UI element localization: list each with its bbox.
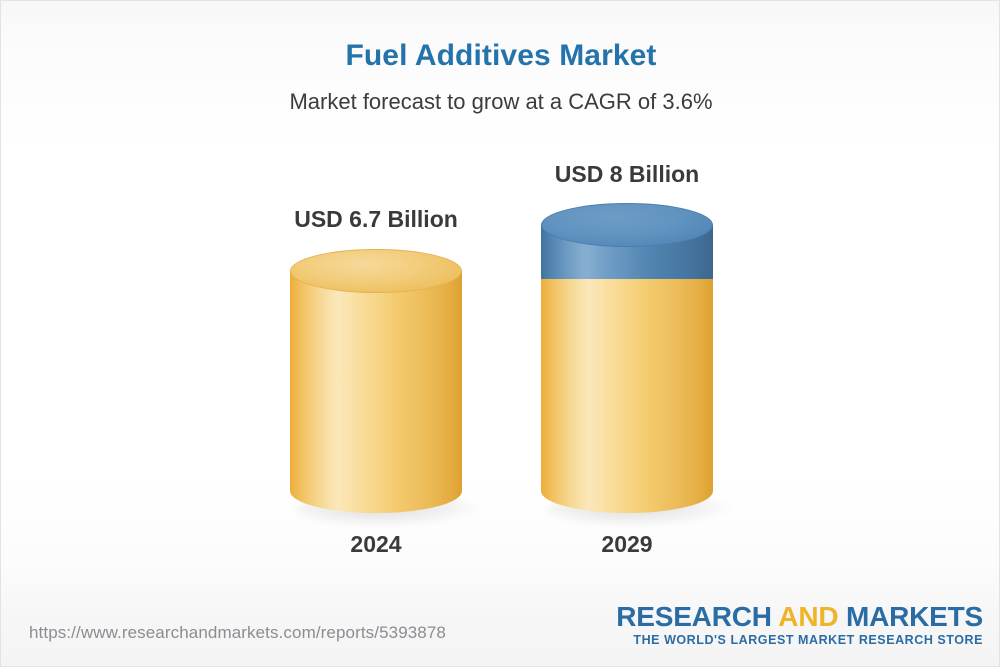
page-title: Fuel Additives Market: [345, 39, 657, 72]
page-subtitle: Market forecast to grow at a CAGR of 3.6…: [289, 89, 713, 114]
research-and-markets-logo[interactable]: RESEARCH AND MARKETS THE WORLD'S LARGEST…: [616, 602, 983, 648]
cylinder-top-cap-2024: [290, 249, 462, 293]
category-label-2024: 2024: [350, 531, 402, 557]
logo-word-markets: MARKETS: [838, 601, 983, 632]
logo-word-and: AND: [771, 601, 839, 632]
chart-plot-area: USD 6.7 Billion USD 8 Billion: [1, 1, 999, 601]
logo-tagline: THE WORLD'S LARGEST MARKET RESEARCH STOR…: [633, 633, 983, 648]
cylinder-bar-2029: [541, 203, 732, 527]
category-label-2029: 2029: [601, 531, 653, 557]
bar-value-label-2024: USD 6.7 Billion: [294, 206, 458, 232]
logo-wordmark: RESEARCH AND MARKETS: [616, 602, 983, 631]
logo-word-research: RESEARCH: [616, 601, 772, 632]
cylinder-segment-base-2024: [290, 271, 462, 513]
cylinder-segment-base-2029: [541, 279, 713, 513]
report-url[interactable]: https://www.researchandmarkets.com/repor…: [29, 623, 446, 642]
cylinder-body-2029: [541, 225, 713, 513]
cylinder-top-cap-2029: [541, 203, 713, 247]
bar-value-label-2029: USD 8 Billion: [554, 161, 700, 187]
cylinder-bar-2024: [290, 249, 481, 527]
cylinder-body-2024: [290, 271, 462, 513]
